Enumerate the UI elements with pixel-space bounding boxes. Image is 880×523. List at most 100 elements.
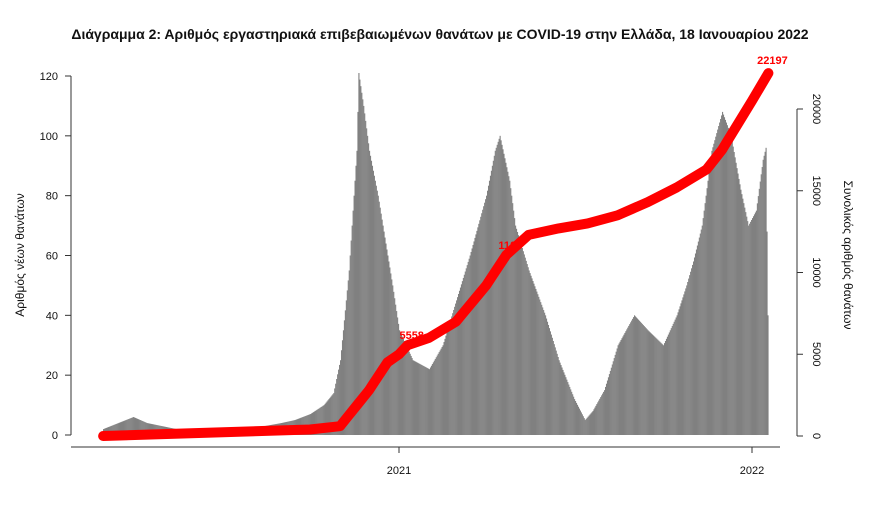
bar [333, 393, 335, 435]
bar [437, 353, 439, 435]
bar [418, 363, 420, 435]
bar [710, 158, 712, 435]
bar [339, 364, 341, 435]
bar [662, 344, 664, 435]
bar [691, 268, 693, 435]
bar [667, 334, 669, 435]
bar [491, 165, 493, 435]
bar [510, 188, 512, 435]
bar [134, 417, 136, 435]
bar [702, 218, 704, 435]
bar [694, 253, 697, 435]
bar [601, 395, 603, 435]
bar [369, 155, 372, 435]
bar [657, 339, 659, 435]
bar [505, 162, 507, 435]
bar [396, 311, 398, 435]
bar [387, 255, 389, 435]
bar [590, 413, 592, 435]
bar [509, 180, 511, 435]
bar [112, 425, 114, 435]
bar [331, 395, 333, 435]
bar [409, 353, 411, 435]
bar [540, 302, 542, 435]
bar [751, 219, 753, 435]
bar [371, 165, 374, 435]
bar [402, 338, 404, 435]
bar [498, 138, 500, 435]
y-axis-right-label: Συνολικός αριθμός θανάτων [841, 180, 855, 329]
bar [615, 351, 617, 435]
bar [368, 143, 370, 435]
bar [310, 413, 313, 435]
bar [621, 338, 623, 435]
bar [697, 241, 699, 435]
bar [747, 221, 749, 435]
annotation-label: 1108 [498, 240, 522, 252]
bar [140, 420, 142, 435]
bar [340, 360, 342, 435]
bar [462, 277, 464, 435]
bar [539, 299, 541, 435]
bar [534, 286, 536, 435]
bar [394, 298, 396, 435]
bar [332, 394, 334, 435]
bar [364, 113, 366, 436]
bar [723, 117, 726, 435]
bar [482, 209, 484, 435]
bar [581, 414, 583, 435]
bar [558, 360, 560, 435]
bar [731, 141, 733, 435]
cumulative-line [98, 68, 774, 441]
bar [501, 144, 503, 435]
bar [652, 334, 654, 435]
bar [315, 410, 317, 435]
bar [727, 127, 729, 436]
bar [659, 341, 661, 435]
bar [429, 367, 432, 435]
bar [113, 424, 115, 435]
bar [686, 285, 688, 435]
bar [565, 377, 567, 435]
bar [489, 175, 492, 435]
bar [463, 274, 465, 435]
y-right-tick-label: 15000 [810, 175, 822, 206]
bar [415, 361, 417, 435]
bar [321, 406, 323, 435]
bar [724, 119, 727, 435]
bar [668, 332, 670, 435]
bar [728, 130, 730, 435]
bar [447, 329, 449, 435]
bar [337, 374, 339, 435]
bar [386, 249, 388, 435]
bar [330, 396, 332, 435]
y-tick-label: 120 [40, 71, 58, 83]
bar [374, 180, 376, 435]
bar [377, 195, 379, 435]
bar [319, 407, 321, 435]
bar [427, 368, 429, 435]
bar [116, 423, 118, 435]
bar [614, 354, 616, 435]
bar [523, 254, 525, 435]
bar [701, 225, 703, 435]
bar [311, 412, 314, 435]
bar [693, 257, 696, 435]
bar [468, 258, 470, 435]
bar [547, 324, 550, 435]
bar [527, 267, 529, 435]
bar [545, 315, 547, 435]
bar [395, 304, 397, 435]
bar [137, 419, 139, 435]
bar [481, 213, 483, 435]
bar [717, 129, 719, 435]
y-right-tick-label: 20000 [810, 94, 822, 125]
bar [596, 404, 598, 435]
bar [555, 350, 557, 435]
bar [433, 360, 435, 435]
bar [516, 228, 518, 435]
bar [407, 349, 409, 435]
bar [342, 330, 345, 435]
bar [478, 223, 480, 435]
bar [353, 195, 355, 435]
